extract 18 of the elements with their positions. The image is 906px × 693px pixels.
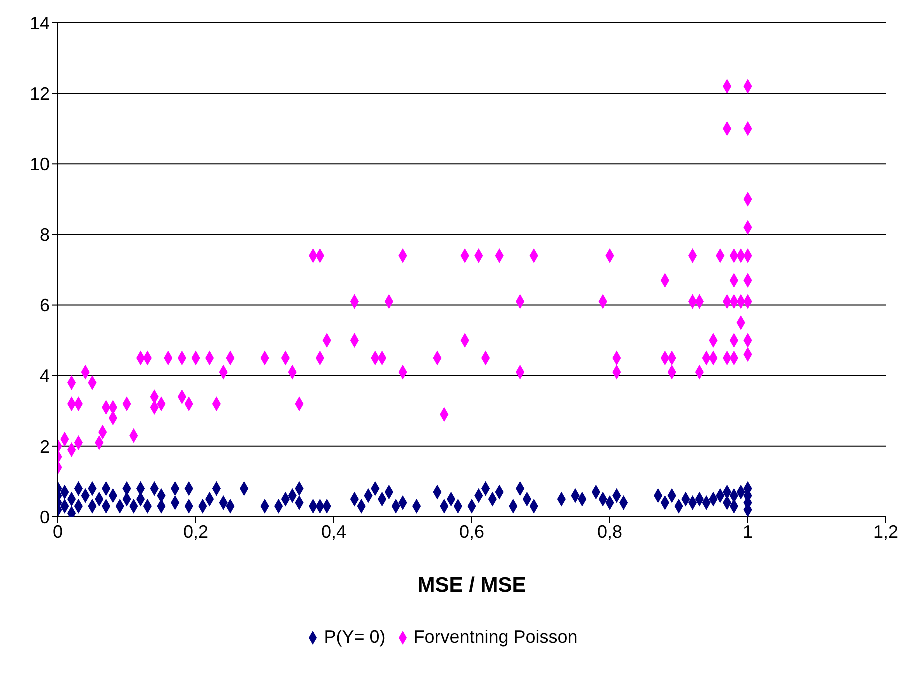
y-tick-label: 0	[40, 507, 50, 528]
x-tick-label: 1,2	[873, 522, 899, 542]
x-axis-title: MSE / MSE	[418, 574, 526, 597]
y-tick-label: 10	[30, 154, 50, 175]
y-tick-label: 4	[40, 366, 50, 386]
y-tick-label: 2	[40, 436, 50, 457]
y-tick-label: 12	[30, 84, 50, 104]
x-tick-label: 0,8	[597, 522, 623, 542]
x-tick-label: 0	[52, 522, 64, 542]
x-tick-label: 1	[742, 522, 754, 542]
legend-label: Forventning Poisson	[414, 627, 578, 647]
x-tick-label: 0,4	[321, 522, 347, 542]
y-tick-label: 8	[40, 225, 50, 246]
y-tick-label: 14	[30, 13, 50, 34]
x-tick-label: 0,6	[459, 522, 485, 542]
legend-label: P(Y= 0)	[324, 627, 386, 647]
x-tick-label: 0,2	[183, 522, 209, 542]
y-tick-label: 6	[40, 296, 50, 316]
